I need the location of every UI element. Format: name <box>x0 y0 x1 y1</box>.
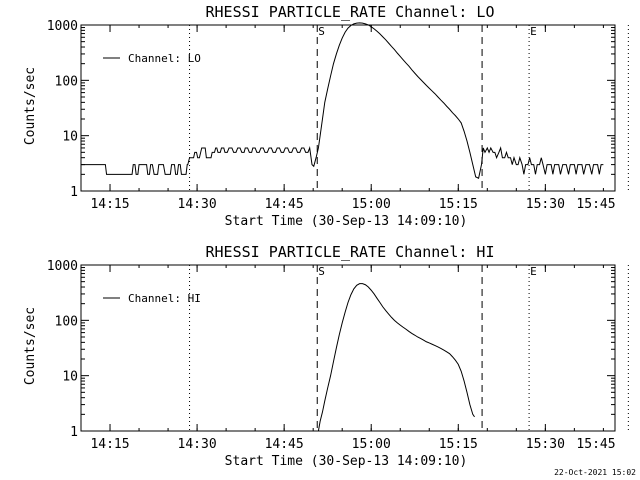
y-tick-label: 1000 <box>47 19 78 34</box>
panel-lo-title: RHESSI PARTICLE_RATE Channel: LO <box>206 3 495 21</box>
x-tick-label: 15:30 <box>526 197 565 212</box>
x-tick-label: 14:15 <box>90 197 129 212</box>
x-tick-label: 15:00 <box>352 197 391 212</box>
y-tick-label: 1 <box>70 185 78 200</box>
timestamp: 22-Oct-2021 15:02 <box>554 468 636 477</box>
panel-hi: RHESSI PARTICLE_RATE Channel: HI Start T… <box>23 243 629 469</box>
x-tick-label: 14:45 <box>265 437 304 452</box>
marker-label: E <box>530 265 537 278</box>
y-tick-label: 10 <box>62 130 78 145</box>
panel-lo-frame <box>80 24 616 192</box>
x-tick-label: 15:30 <box>526 437 565 452</box>
x-tick-label: 14:15 <box>90 437 129 452</box>
panel-hi-frame <box>80 264 616 432</box>
panel-lo-x-ticks: 14:15 14:30 14:45 15:00 15:15 15:30 15:45 <box>90 25 616 212</box>
y-tick-label: 100 <box>55 74 78 89</box>
panel-lo-y-ticks: 1 10 100 1000 <box>47 19 615 200</box>
y-tick-label: 1 <box>70 425 78 440</box>
marker-label: S <box>318 25 325 38</box>
panel-hi-x-ticks: 14:15 14:30 14:45 15:00 15:15 15:30 15:45 <box>90 265 616 452</box>
marker-label: S <box>318 265 325 278</box>
x-tick-label: 14:30 <box>178 437 217 452</box>
y-tick-label: 1000 <box>47 259 78 274</box>
x-tick-label: 15:15 <box>439 437 478 452</box>
legend-label-lo: Channel: LO <box>128 52 201 65</box>
series-line-hi <box>317 283 475 432</box>
panel-hi-xlabel: Start Time (30-Sep-13 14:09:10) <box>225 454 468 469</box>
panel-lo: RHESSI PARTICLE_RATE Channel: LO Start T… <box>23 3 629 229</box>
panel-lo-ylabel: Counts/sec <box>23 67 38 145</box>
panel-hi-title: RHESSI PARTICLE_RATE Channel: HI <box>206 243 495 261</box>
x-tick-label: 15:15 <box>439 197 478 212</box>
panel-hi-time-lines <box>189 265 629 431</box>
legend-label-hi: Channel: HI <box>128 292 201 305</box>
x-tick-label: 14:45 <box>265 197 304 212</box>
y-tick-label: 100 <box>55 314 78 329</box>
panel-hi-y-ticks: 1 10 100 1000 <box>47 259 615 440</box>
x-tick-label: 15:45 <box>576 197 615 212</box>
y-tick-label: 10 <box>62 370 78 385</box>
panel-lo-xlabel: Start Time (30-Sep-13 14:09:10) <box>225 214 468 229</box>
x-tick-label: 15:00 <box>352 437 391 452</box>
x-tick-label: 14:30 <box>178 197 217 212</box>
marker-label: E <box>530 25 537 38</box>
panel-hi-ylabel: Counts/sec <box>23 307 38 385</box>
x-tick-label: 15:45 <box>576 437 615 452</box>
series-line-lo <box>81 22 604 179</box>
